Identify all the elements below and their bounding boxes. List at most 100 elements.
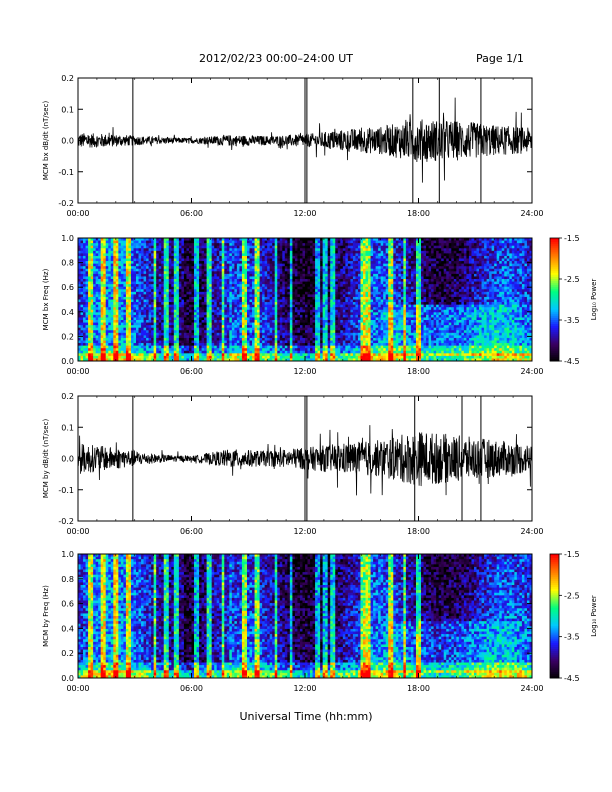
spectrogram-cell: [282, 276, 286, 280]
spectrogram-cell: [108, 353, 112, 357]
spectrogram-cell: [241, 258, 245, 262]
spectrogram-cell: [108, 294, 112, 298]
spectrogram-cell: [130, 238, 134, 241]
spectrogram-cell: [95, 245, 99, 249]
spectrogram-cell: [90, 253, 94, 257]
spectrogram-cell: [90, 353, 94, 357]
spectrogram-cell: [123, 281, 127, 285]
spectrogram-cell: [183, 243, 187, 247]
spectrogram-cell: [229, 299, 233, 303]
spectrogram-cell: [168, 258, 172, 262]
spectrogram-cell: [269, 238, 273, 241]
spectrogram-cell: [105, 271, 109, 275]
spectrogram-cell: [209, 322, 213, 326]
spectrogram-cell: [201, 248, 205, 252]
spectrogram-cell: [307, 276, 311, 280]
spectrogram-cell: [163, 325, 167, 329]
spectrogram-cell: [320, 255, 324, 259]
spectrogram-cell: [299, 353, 303, 357]
spectrogram-cell: [330, 322, 334, 326]
spectrogram-cell: [133, 294, 137, 298]
spectrogram-cell: [148, 266, 152, 270]
spectrogram-cell: [199, 309, 202, 313]
spectrogram-cell: [113, 314, 117, 318]
spectrogram-cell: [196, 266, 200, 270]
spectrogram-cell: [259, 250, 263, 254]
spectrogram-cell: [307, 355, 311, 359]
spectrogram-cell: [231, 243, 235, 247]
spectrogram-cell: [264, 289, 268, 293]
spectrogram-cell: [78, 291, 81, 295]
spectrogram-cell: [335, 345, 339, 349]
spectrogram-cell: [267, 286, 271, 290]
spectrogram-cell: [194, 312, 197, 316]
spectrogram-cell: [332, 325, 336, 329]
spectrogram-cell: [224, 309, 228, 313]
spectrogram-cell: [115, 348, 119, 352]
spectrogram-cell: [294, 358, 298, 362]
spectrogram-cell: [88, 261, 92, 265]
spectrogram-cell: [209, 243, 213, 247]
spectrogram-cell: [156, 332, 160, 336]
spectrogram-cell: [168, 332, 172, 336]
spectrogram-cell: [161, 348, 165, 352]
spectrogram-cell: [191, 337, 195, 341]
spectrogram-cell: [171, 343, 175, 347]
spectrogram-cell: [146, 248, 150, 252]
spectrogram-cell: [201, 299, 205, 303]
spectrogram-cell: [226, 332, 230, 336]
spectrogram-cell: [302, 335, 306, 339]
spectrogram-cell: [259, 238, 263, 241]
spectrogram-cell: [231, 296, 235, 300]
spectrogram-cell: [110, 238, 114, 241]
spectrogram-cell: [269, 266, 273, 270]
spectrogram-cell: [249, 304, 253, 308]
spectrogram-cell: [138, 279, 142, 282]
spectrogram-cell: [254, 289, 258, 293]
spectrogram-cell: [224, 335, 228, 339]
spectrogram-cell: [254, 314, 258, 318]
spectrogram-cell: [166, 353, 170, 357]
spectrogram-cell: [88, 350, 92, 354]
spectrogram-cell: [95, 353, 99, 357]
spectrogram-cell: [325, 281, 329, 285]
spectrogram-cell: [143, 279, 147, 282]
spectrogram-cell: [284, 299, 288, 303]
spectrogram-cell: [229, 286, 233, 290]
spectrogram-cell: [156, 286, 160, 290]
spectrogram-cell: [332, 284, 336, 288]
spectrogram-cell: [320, 327, 324, 331]
spectrogram-cell: [264, 291, 268, 295]
spectrogram-cell: [282, 263, 286, 267]
spectrogram-cell: [141, 353, 144, 357]
spectrogram-cell: [310, 304, 313, 308]
spectrogram-cell: [146, 348, 150, 352]
spectrogram-cell: [241, 291, 245, 295]
spectrogram-cell: [138, 284, 142, 288]
spectrogram-cell: [287, 322, 291, 326]
spectrogram-cell: [297, 240, 301, 244]
spectrogram-cell: [299, 327, 303, 331]
spectrogram-cell: [249, 250, 253, 254]
spectrogram-cell: [292, 255, 296, 259]
spectrogram-cell: [188, 261, 192, 265]
spectrogram-cell: [93, 304, 97, 308]
spectrogram-cell: [219, 340, 223, 344]
spectrogram-cell: [156, 304, 160, 308]
spectrogram-cell: [206, 268, 210, 272]
spectrogram-cell: [136, 263, 139, 267]
spectrogram-cell: [110, 314, 114, 318]
spectrogram-cell: [123, 355, 127, 359]
spectrogram-cell: [231, 299, 235, 303]
spectrogram-cell: [105, 250, 109, 254]
spectrogram-cell: [267, 335, 271, 339]
spectrogram-cell: [216, 335, 220, 339]
spectrogram-cell: [120, 327, 124, 331]
spectrogram-cell: [143, 353, 147, 357]
spectrogram-cell: [80, 296, 84, 300]
spectrogram-cell: [143, 358, 147, 362]
spectrogram-cell: [161, 291, 165, 295]
spectrogram-cell: [310, 309, 313, 313]
spectrogram-cell: [279, 286, 283, 290]
spectrogram-cell: [221, 250, 225, 254]
